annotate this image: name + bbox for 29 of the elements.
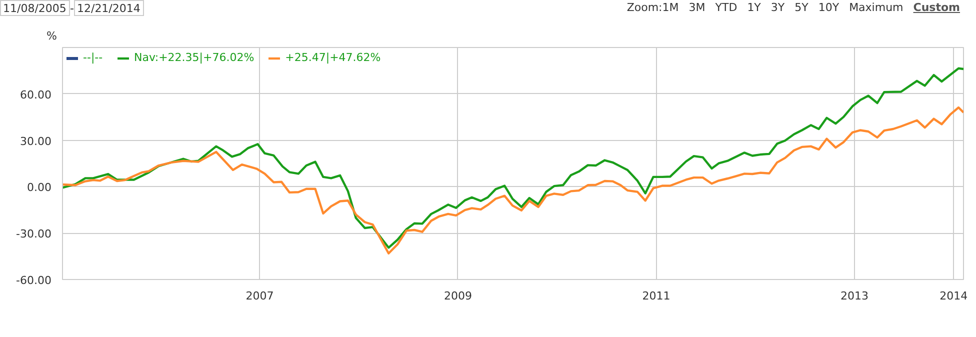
y-tick-label: -30.00 [16,228,52,241]
text: 1M [662,1,679,14]
line-series [62,106,964,254]
y-tick-label: 0.00 [27,181,52,194]
text: Custom [913,1,960,14]
text: - [70,2,74,15]
text: Zoom: [626,1,662,14]
text: 10Y [818,1,840,14]
text: YTD [715,1,738,14]
text: 11/08/2005 [0,0,70,16]
text: Maximum [849,1,904,14]
x-tick-label: 2014 [940,290,968,302]
text: 3M [688,1,706,14]
text: 12/21/2014 [74,0,144,16]
line-series [62,67,964,249]
x-tick-label: 2007 [246,290,274,302]
legend-label: Nav:+22.35|+76.02% [134,51,254,64]
x-tick-label: 2011 [642,290,670,302]
text: 5Y [794,1,808,14]
x-tick-label: 2013 [840,290,868,302]
y-axis-title: % [46,30,57,42]
x-tick-label: 2009 [444,290,472,302]
text: 1Y [747,1,761,14]
y-tick-label: 60.00 [20,88,52,102]
text: 3Y [770,1,785,14]
y-tick-label: -60.00 [16,274,52,287]
legend-label: +25.47|+47.62% [285,51,381,64]
y-tick-label: 30.00 [20,134,52,148]
legend-label: --|-- [83,51,103,64]
